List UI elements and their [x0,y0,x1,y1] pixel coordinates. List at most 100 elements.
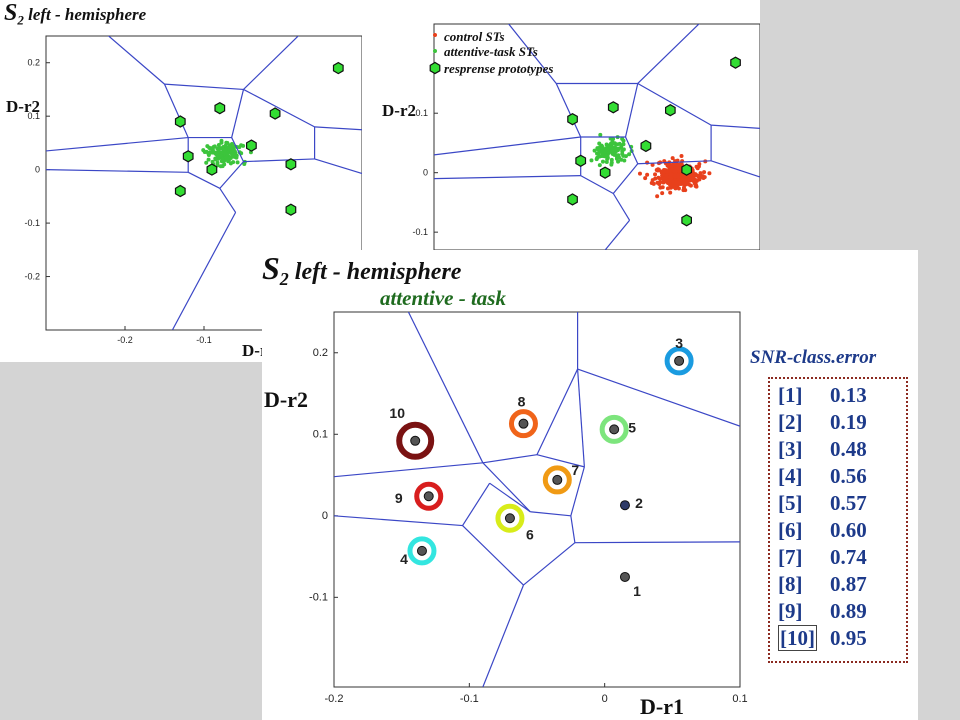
y-tick-label: 0 [423,168,428,178]
prototype-marker [640,139,652,153]
voronoi-edge [710,160,760,178]
snr-title: SNR-class.error [750,347,877,368]
snr-row: [5] 0.57 [778,491,867,515]
attentive-st-point [210,159,215,164]
control-st-point [667,168,672,173]
control-st-point [707,171,712,176]
voronoi-edge [462,525,524,586]
snr-table: [1] 0.13 [2] 0.19 [3] 0.48 [4] 0.56 [5] 0.57 … [768,377,908,663]
attentive-st-point [225,140,230,145]
prototype-marker [182,150,194,163]
attentive-st-point [620,136,625,141]
attentive-st-point [597,163,602,168]
attentive-st-point [600,150,605,155]
attentive-st-point [610,139,615,144]
attentive-st-point [627,152,632,157]
attentive-st-point [202,149,207,154]
control-st-point [643,176,648,181]
control-st-point [683,174,688,179]
prototype-center [619,500,630,511]
prototype-marker [681,214,692,227]
control-st-point [660,191,665,196]
attentive-st-point [209,146,214,151]
prototype-marker [269,107,281,120]
control-st-point [653,172,658,177]
attentive-st-point [603,153,608,158]
control-st-point [664,173,669,178]
prototype-center [518,418,529,429]
voronoi-edge [604,219,631,250]
prototype-marker [246,139,257,152]
voronoi-edge [570,515,576,543]
attentive-st-point [223,143,228,148]
snr-row: [6] 0.60 [778,518,867,542]
control-st-point [695,166,700,171]
attentive-st-point [220,157,225,162]
prototype-marker [665,104,676,117]
control-st-point [698,171,703,176]
attentive-st-point [214,150,219,155]
attentive-st-point [600,159,605,164]
x-tick-label: 0.1 [732,693,747,705]
control-st-point [661,180,666,185]
prototype-marker [174,115,186,128]
control-st-point [676,186,681,191]
voronoi-edge [163,83,189,138]
y-tick-label: 0.2 [27,58,40,68]
voronoi-edge [624,136,639,165]
voronoi-edge [507,24,557,84]
voronoi-edge [243,158,315,163]
voronoi-edge [489,482,531,513]
attentive-st-point [232,148,237,153]
attentive-st-point [219,138,224,143]
prototype-label: 2 [635,495,643,511]
prototype-marker [332,61,344,75]
attentive-st-point [206,153,211,158]
prototype-label: 3 [675,335,683,351]
attentive-st-point [598,132,603,137]
control-st-point [649,180,654,185]
voronoi-edge [555,83,582,138]
control-st-point [684,180,689,185]
voronoi-edge [482,454,538,464]
x-tick-label: -0.1 [460,693,479,705]
prototype-center [619,571,630,582]
voronoi-edge [536,368,579,455]
control-st-point [655,194,660,199]
attentive-st-point [218,153,223,158]
voronoi-edge [219,188,237,213]
voronoi-edge [334,515,463,527]
prototype-marker [206,163,218,176]
voronoi-edge [231,137,245,162]
main-xlabel: D-r1 [640,694,684,719]
control-st-point [693,184,698,189]
control-st-point [679,154,684,159]
control-st-point [676,180,681,185]
attentive-st-point [216,143,221,148]
legend-marker-attentive [433,49,437,53]
control-st-point [645,172,650,177]
control-st-point [662,169,667,174]
control-st-point [650,162,655,167]
control-st-point [656,175,661,180]
prototype-center [410,435,421,446]
prototype-label: 10 [389,405,405,421]
prototype-marker [285,158,297,171]
attentive-st-point [605,157,610,162]
voronoi-edge [482,462,531,513]
attentive-st-point [206,157,211,162]
attentive-st-point [609,157,614,162]
attentive-st-point [234,153,239,158]
y-tick-label: 0 [35,165,40,175]
attentive-st-point [616,153,621,158]
control-st-point [637,171,642,176]
voronoi-edge [46,169,189,173]
legend-item-prototypes: resprense prototypes [444,61,554,76]
prototype-marker [575,154,587,167]
control-st-point [665,163,670,168]
prototype-center [552,474,563,485]
prototype-marker [599,166,611,179]
main-ylabel: D-r2 [264,387,308,412]
y-tick-label: -0.2 [24,272,40,282]
voronoi-edge [314,126,362,131]
